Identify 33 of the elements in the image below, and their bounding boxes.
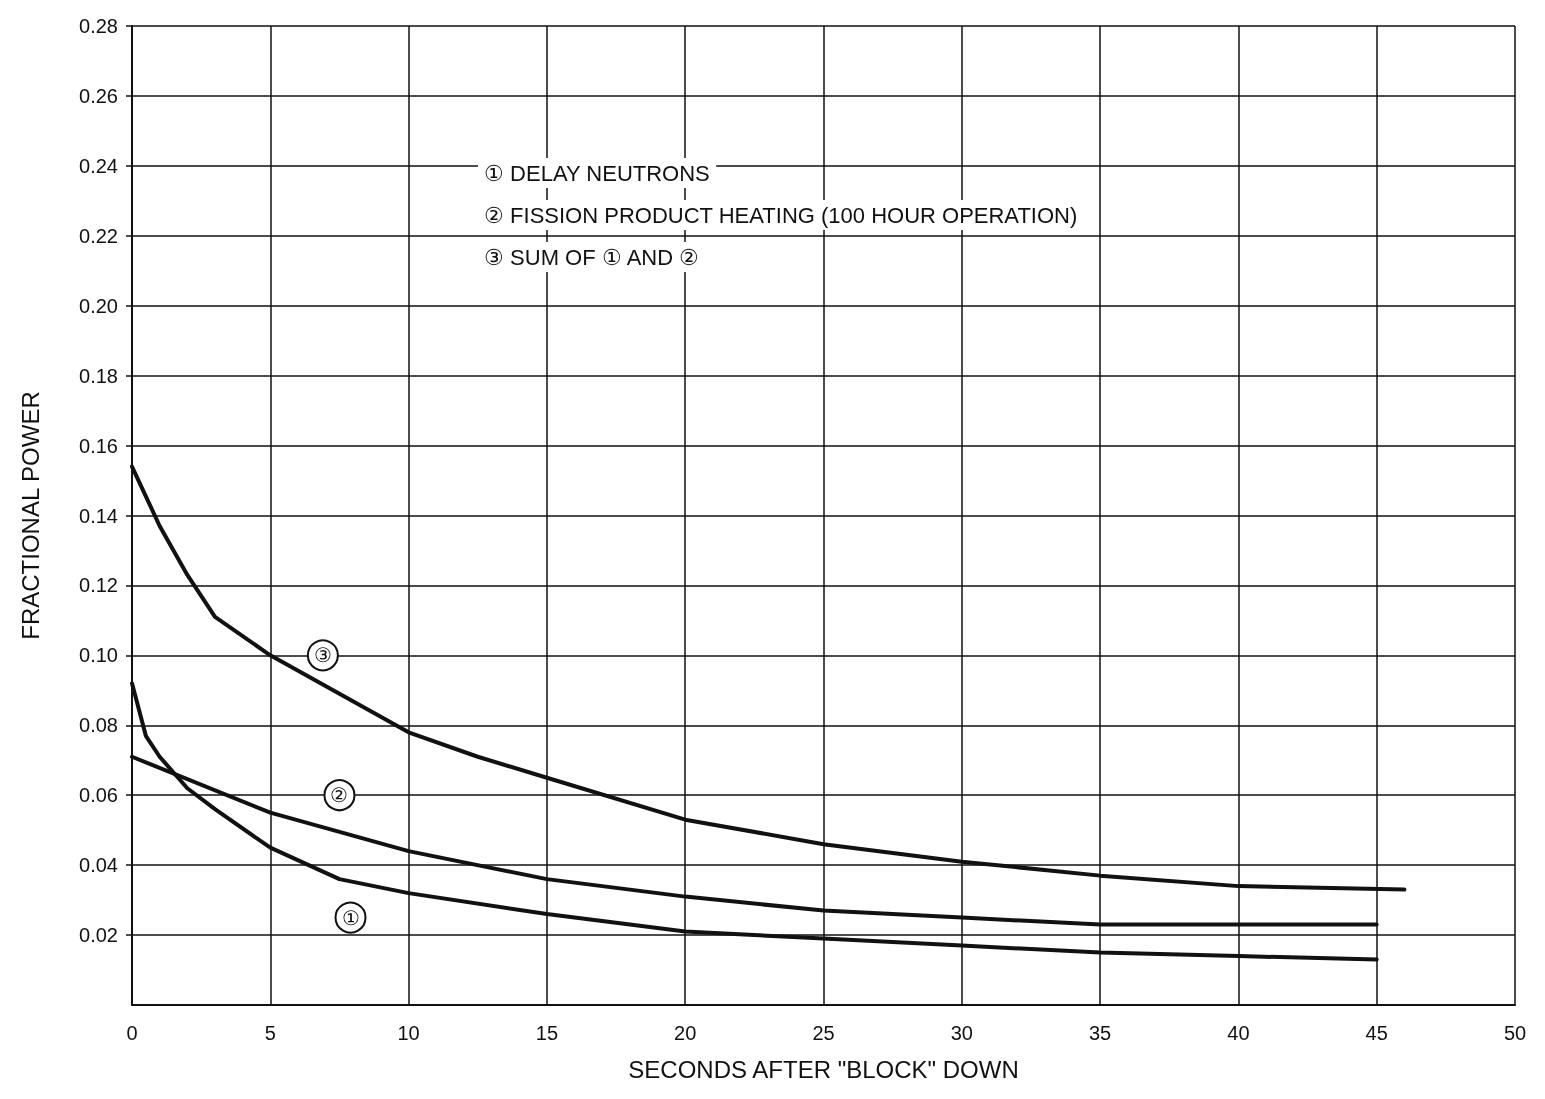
- y-tick-label: 0.12: [79, 574, 118, 597]
- y-tick-label: 0.16: [79, 434, 118, 457]
- y-tick-label: 0.28: [79, 15, 118, 37]
- annotation: ③: [313, 644, 332, 667]
- y-tick-label: 0.24: [79, 154, 118, 177]
- y-tick-label: 0.06: [79, 784, 118, 807]
- annotation: ①: [341, 906, 360, 929]
- x-tick-label: 35: [1088, 1022, 1112, 1044]
- x-tick-label: 50: [1503, 1022, 1527, 1044]
- annotation: ③ SUM OF ① AND ②: [484, 244, 700, 270]
- x-tick-label: 0: [126, 1022, 138, 1044]
- y-tick-label: 0.20: [79, 294, 118, 317]
- y-tick-label: 0.18: [79, 364, 118, 387]
- x-tick-label: 20: [674, 1022, 697, 1044]
- y-tick-label: 0.26: [79, 84, 118, 107]
- y-tick-label: 0.14: [79, 504, 118, 527]
- y-tick-label: 0.22: [79, 224, 118, 247]
- y-axis-title: FRACTIONAL POWER: [16, 391, 44, 640]
- x-tick-label: 5: [264, 1022, 276, 1044]
- annotation: ① DELAY NEUTRONS: [484, 160, 710, 186]
- x-tick-label: 45: [1365, 1022, 1388, 1044]
- y-tick-label: 0.08: [79, 714, 118, 737]
- x-tick-label: 25: [812, 1022, 835, 1044]
- y-tick-label: 0.02: [79, 924, 118, 947]
- x-tick-label: 40: [1227, 1022, 1250, 1044]
- x-axis-title: SECONDS AFTER "BLOCK" DOWN: [628, 1055, 1019, 1083]
- y-tick-label: 0.04: [79, 854, 118, 877]
- annotation: ② FISSION PRODUCT HEATING (100 HOUR OPERATION): [484, 202, 1078, 228]
- y-tick-label: 0.10: [79, 644, 118, 667]
- annotation: ②: [330, 784, 349, 807]
- x-tick-label: 10: [397, 1022, 420, 1044]
- x-tick-label: 30: [950, 1022, 973, 1044]
- x-tick-label: 15: [535, 1022, 559, 1044]
